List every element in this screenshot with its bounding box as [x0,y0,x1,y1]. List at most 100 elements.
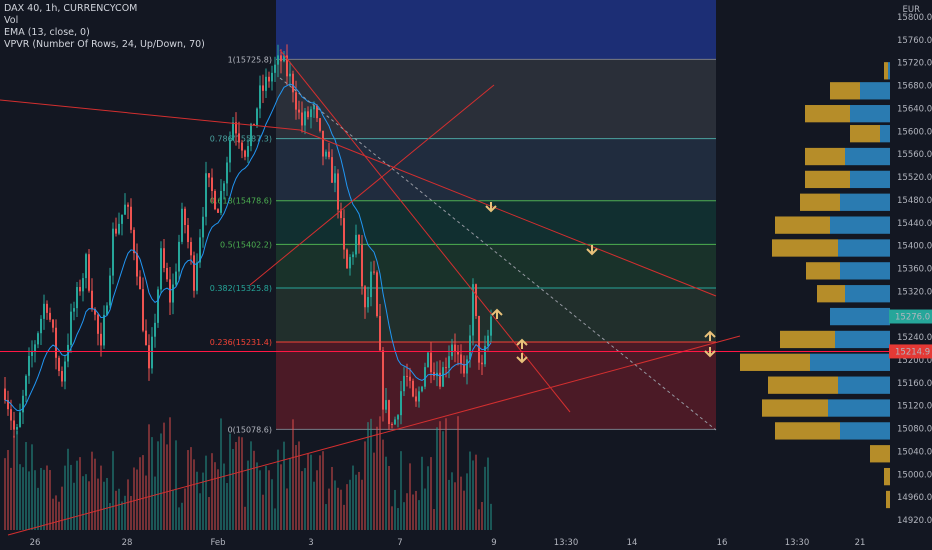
trend-line [7,335,741,536]
candle-body [454,344,456,352]
candle-body [418,391,420,402]
time-tick-label: 13:30 [785,538,810,548]
volume-bar [397,508,399,530]
candle-body [193,255,195,291]
price-axis-bg [891,0,932,550]
candle-body [94,309,96,315]
volume-indicator-label[interactable]: Vol [4,15,19,26]
candle-body [316,105,318,119]
candle-body [241,142,243,151]
volume-bar [379,416,381,530]
candle-body [136,253,138,277]
candle-body [43,303,45,319]
candle-body [106,305,108,315]
volume-bar [106,477,108,530]
time-axis[interactable]: 26 28 Feb 3 7 9 13:30 14 16 13:30 21 [30,538,866,548]
price-tick-label: 15160.0 [897,379,932,389]
fib-zone [276,59,716,139]
volume-bar [184,488,186,530]
signal-arrow [491,308,503,319]
volume-bar [244,506,246,530]
price-tick-label: 15360.0 [897,265,932,275]
candle-body [79,287,81,292]
candle-body [25,375,27,396]
volume-bar [481,501,483,530]
symbol-title[interactable]: DAX 40, 1h, CURRENCYCOM [4,3,138,14]
candle-body [121,214,123,224]
candle-body [286,55,288,77]
volume-bar [118,488,120,530]
vpvr-indicator-label[interactable]: VPVR (Number Of Rows, 24, Up/Down, 70) [4,39,205,50]
time-tick-label: 21 [855,538,866,548]
volume-bar [55,495,57,530]
candle-body [379,316,381,351]
candle-body [211,177,213,192]
candle-body [127,204,129,207]
candle-body [337,173,339,210]
chart-legend: DAX 40, 1h, CURRENCYCOM Vol EMA (13, clo… [4,3,205,51]
candle-body [430,352,432,373]
ema-line [4,83,492,412]
volume-bar [490,503,492,530]
candle-body [313,105,315,110]
volume-bar [304,468,306,530]
volume-bar [385,456,387,530]
volume-bar [334,480,336,530]
fib-zone [276,244,716,289]
candle-body [346,249,348,269]
candle-body [172,284,174,303]
candle-body [34,344,36,352]
candle-body [7,399,9,410]
signal-arrow [704,330,716,341]
volume-bar [148,424,150,530]
volume-bar [157,441,159,530]
candle-body [343,218,345,250]
volume-bar [439,421,441,530]
candle-body [448,356,450,368]
volume-bar [427,466,429,530]
price-tick-label: 14920.0 [897,516,932,526]
volume-bar [58,501,60,530]
candle-body [400,391,402,416]
candle-body [253,123,255,126]
candle-body [151,336,153,369]
candle-body [367,297,369,308]
candle-body [85,254,87,279]
volume-bar [85,474,87,530]
volume-bar [37,487,39,530]
trend-lines[interactable] [0,49,890,536]
candle-body [175,271,177,285]
candlesticks [4,44,492,438]
volume-bar [46,465,48,530]
candle-body [124,204,126,215]
volume-bar [202,472,204,530]
volume-bar [100,465,102,530]
volume-bar [283,441,285,530]
volume-bar [16,430,18,530]
candle-body [82,278,84,292]
candle-body [322,130,324,157]
candle-body [262,85,264,91]
signal-arrows[interactable] [485,202,716,364]
fib-level-label: 0.382(15325.8) [210,284,272,293]
time-tick-label: 3 [308,538,313,548]
last-price-label: 15276.0 [895,313,930,323]
volume-bar [241,437,243,530]
ema-indicator-label[interactable]: EMA (13, close, 0) [4,27,90,38]
volume-bar [448,479,450,530]
volume-bar [373,452,375,530]
volume-profile-up [845,285,890,303]
price-tick-label: 15240.0 [897,333,932,343]
price-tick-label: 15560.0 [897,150,932,160]
volume-bar [484,466,486,530]
candle-body [46,303,48,313]
volume-bar [295,445,297,530]
time-tick-label: 7 [397,538,402,548]
price-tick-label: 15080.0 [897,425,932,435]
price-tick-label: 15640.0 [897,104,932,114]
candle-body [235,122,237,134]
candle-body [256,108,258,126]
volume-profile-up [880,125,890,143]
